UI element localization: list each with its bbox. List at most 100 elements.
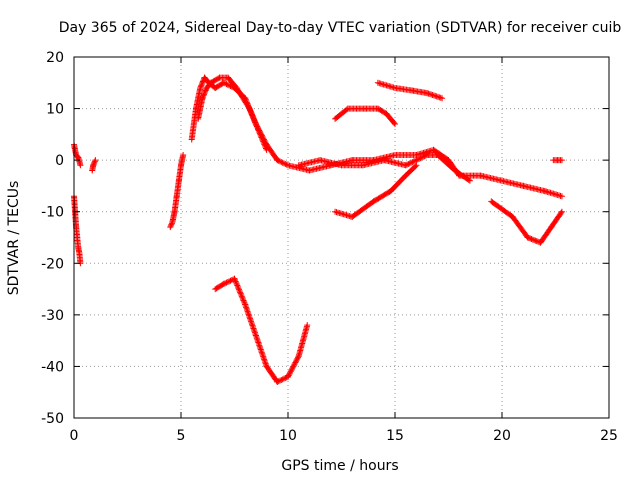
data-point <box>249 113 256 120</box>
data-point <box>241 300 248 307</box>
data-point <box>531 237 538 244</box>
data-point <box>257 133 264 140</box>
x-tick-label: 0 <box>70 428 79 444</box>
data-point <box>77 162 84 169</box>
data-point <box>199 93 206 100</box>
data-point <box>251 116 258 123</box>
data-point <box>234 282 241 289</box>
data-point <box>410 158 417 165</box>
data-point <box>274 157 281 164</box>
data-point <box>283 161 290 168</box>
data-point <box>558 209 565 216</box>
data-point <box>420 153 427 160</box>
data-point <box>232 277 239 284</box>
data-point <box>222 80 229 87</box>
data-point <box>418 154 425 161</box>
y-axis-label: SDTVAR / TECUs <box>6 181 22 296</box>
data-point <box>248 111 255 118</box>
series-arc-n <box>550 157 565 164</box>
data-point <box>253 122 260 129</box>
data-point <box>413 157 420 164</box>
x-tick-label: 5 <box>177 428 186 444</box>
data-point <box>226 82 233 89</box>
data-point <box>558 208 565 215</box>
x-tick-label: 15 <box>386 428 404 444</box>
data-point <box>200 92 207 99</box>
data-point <box>285 372 292 379</box>
data-point <box>288 367 295 374</box>
data-point <box>279 159 286 166</box>
data-point <box>525 235 532 242</box>
data-point <box>417 155 424 162</box>
data-point <box>282 375 289 382</box>
data-point <box>247 108 254 115</box>
series-arc-g <box>212 275 311 385</box>
data-point <box>304 322 311 329</box>
grid <box>74 57 609 418</box>
data-point <box>237 290 244 297</box>
data-point <box>202 87 209 94</box>
data-point <box>392 121 398 128</box>
data-point <box>278 376 285 383</box>
data-point <box>413 162 420 169</box>
data-point <box>239 294 246 301</box>
data-point <box>405 161 412 168</box>
data-point <box>289 366 296 373</box>
data-point <box>237 289 244 296</box>
data-point <box>250 115 257 122</box>
data-point <box>528 236 535 243</box>
data-point <box>275 157 282 164</box>
data-point <box>223 279 230 286</box>
data-point <box>90 162 97 169</box>
data-point <box>168 220 175 227</box>
data-point <box>261 142 268 149</box>
data-point <box>256 128 263 135</box>
data-point <box>406 160 413 167</box>
data-point <box>246 105 253 112</box>
data-point <box>292 359 299 366</box>
data-point <box>238 292 245 299</box>
data-point <box>259 135 266 142</box>
data-point <box>290 363 297 370</box>
data-point <box>412 157 419 164</box>
y-tick-label: -10 <box>41 205 64 221</box>
data-point <box>276 377 283 384</box>
data-point <box>91 158 98 165</box>
data-point <box>255 126 262 133</box>
data-point <box>198 82 205 89</box>
data-point <box>224 81 231 88</box>
data-point <box>249 112 256 119</box>
data-point <box>226 278 233 285</box>
data-point <box>343 106 350 113</box>
data-point <box>215 75 222 82</box>
data-point <box>227 277 234 284</box>
x-tick-label: 25 <box>600 428 618 444</box>
data-point <box>240 297 247 304</box>
series-arc-i <box>295 151 473 184</box>
data-point <box>236 286 243 293</box>
data-point <box>167 222 174 229</box>
data-point <box>253 123 260 130</box>
data-point <box>259 137 266 144</box>
data-point <box>414 156 421 163</box>
y-tick-label: 20 <box>46 50 64 66</box>
data-point <box>293 358 300 365</box>
data-point <box>90 161 97 168</box>
data-point <box>276 158 283 165</box>
data-point <box>199 79 206 86</box>
data-point <box>404 161 411 168</box>
data-point <box>527 235 534 242</box>
data-point <box>223 81 230 88</box>
data-point <box>421 153 428 160</box>
data-point <box>241 298 248 305</box>
data-point <box>294 355 301 362</box>
series-arc-d <box>167 151 187 231</box>
data-point <box>274 378 281 385</box>
x-tick-label: 10 <box>279 428 297 444</box>
y-tick-label: 0 <box>55 153 64 169</box>
y-tick-label: -40 <box>41 359 64 375</box>
data-point <box>260 139 267 146</box>
data-point <box>238 293 245 300</box>
data-point <box>278 159 285 166</box>
